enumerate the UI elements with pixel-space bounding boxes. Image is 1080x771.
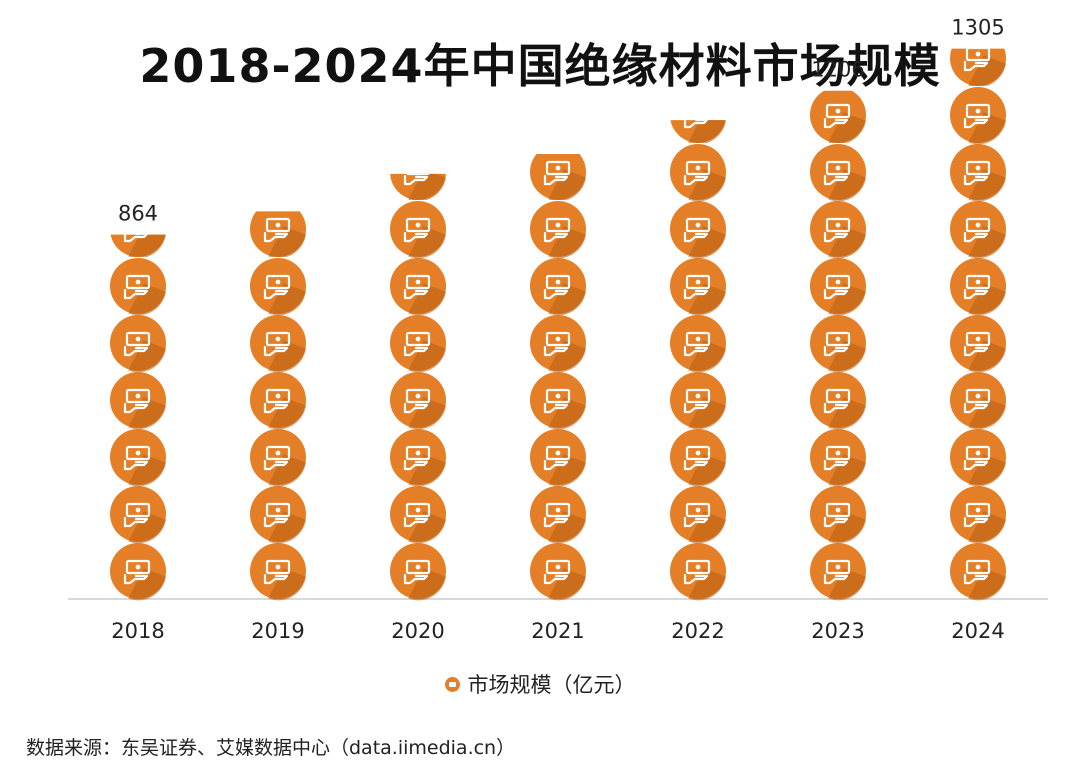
bar-coin-2022-7 xyxy=(670,201,726,259)
bar-coin-2022-4 xyxy=(670,372,726,430)
bar-coin-2023-3 xyxy=(810,429,866,487)
bar-coin-2021-5 xyxy=(530,315,586,373)
bar-column-2024 xyxy=(950,48,1006,601)
bar-coin-2018-1 xyxy=(110,543,166,601)
x-tick-label-2018: 2018 xyxy=(111,619,164,643)
pictograph-chart: 2018 864 2019 2020 2021 2022 2023 1206 2024 1305 xyxy=(68,16,1048,643)
bar-coin-2020-3 xyxy=(390,429,446,487)
bar-coin-2021-3 xyxy=(530,429,586,487)
bar-coin-2022-2 xyxy=(670,486,726,544)
bar-coin-2019-3 xyxy=(250,429,306,487)
bar-coin-2023-4 xyxy=(810,372,866,430)
bar-coin-2024-8 xyxy=(950,144,1006,202)
bar-coin-2019-partial xyxy=(250,211,306,258)
x-tick-label-2020: 2020 xyxy=(391,619,444,643)
data-label-2018: 864 xyxy=(118,202,158,226)
bar-coin-2023-1 xyxy=(810,543,866,601)
bar-coin-2020-1 xyxy=(390,543,446,601)
bar-coin-2024-3 xyxy=(950,429,1006,487)
bar-coin-2023-8 xyxy=(810,144,866,202)
x-tick-label-2023: 2023 xyxy=(811,619,864,643)
chart-title: 2018-2024年中国绝缘材料市场规模 xyxy=(139,39,941,93)
bar-coin-2018-5 xyxy=(110,315,166,373)
bar-coin-2020-2 xyxy=(390,486,446,544)
bar-coin-2024-9 xyxy=(950,87,1006,145)
bar-coin-2018-2 xyxy=(110,486,166,544)
bar-coin-2021-partial xyxy=(530,153,586,200)
bar-coin-2020-6 xyxy=(390,258,446,316)
bar-coin-2023-7 xyxy=(810,201,866,259)
bar-coin-2019-2 xyxy=(250,486,306,544)
x-tick-label-2022: 2022 xyxy=(671,619,724,643)
bar-coin-2021-7 xyxy=(530,201,586,259)
bar-coin-2024-6 xyxy=(950,258,1006,316)
bar-coin-2018-partial xyxy=(110,234,166,258)
data-label-2023: 1206 xyxy=(811,58,864,82)
bar-coin-2019-1 xyxy=(250,543,306,601)
bar-coin-2022-1 xyxy=(670,543,726,601)
bar-coin-2021-1 xyxy=(530,543,586,601)
bar-column-2022 xyxy=(670,120,726,601)
bar-coin-2023-6 xyxy=(810,258,866,316)
bar-column-2019 xyxy=(250,211,306,601)
bar-column-2021 xyxy=(530,153,586,601)
bar-coin-2021-6 xyxy=(530,258,586,316)
bar-coin-2023-2 xyxy=(810,486,866,544)
bar-column-2018 xyxy=(110,234,166,601)
x-tick-label-2021: 2021 xyxy=(531,619,584,643)
x-tick-label-2019: 2019 xyxy=(251,619,304,643)
bar-coin-2021-4 xyxy=(530,372,586,430)
bar-coin-2023-5 xyxy=(810,315,866,373)
bar-coin-2022-6 xyxy=(670,258,726,316)
bar-coin-2020-partial xyxy=(390,173,446,201)
bar-coin-2018-3 xyxy=(110,429,166,487)
bar-coin-2024-5 xyxy=(950,315,1006,373)
legend-coin-icon xyxy=(444,676,460,692)
bar-coin-2024-7 xyxy=(950,201,1006,259)
bar-coin-2020-4 xyxy=(390,372,446,430)
bar-coin-2020-7 xyxy=(390,201,446,259)
bar-column-2020 xyxy=(390,173,446,601)
bar-coin-2024-1 xyxy=(950,543,1006,601)
bar-coin-2022-partial xyxy=(670,120,726,144)
bar-coin-2018-6 xyxy=(110,258,166,316)
bar-coin-2021-2 xyxy=(530,486,586,544)
bar-coin-2024-2 xyxy=(950,486,1006,544)
bar-coin-2024-4 xyxy=(950,372,1006,430)
bar-column-2023 xyxy=(810,90,866,601)
bar-coin-2018-4 xyxy=(110,372,166,430)
legend-label: 市场规模（亿元） xyxy=(467,673,636,697)
x-tick-label-2024: 2024 xyxy=(951,619,1004,643)
bar-coin-2023-partial xyxy=(810,90,866,143)
bar-coin-2019-5 xyxy=(250,315,306,373)
bar-coin-2019-4 xyxy=(250,372,306,430)
data-label-2024: 1305 xyxy=(951,16,1004,40)
bar-coin-2020-5 xyxy=(390,315,446,373)
legend: 市场规模（亿元） xyxy=(0,669,1080,699)
source-note: 数据来源：东吴证券、艾媒数据中心（data.iimedia.cn） xyxy=(26,737,516,759)
bar-coin-2024-partial xyxy=(950,48,1006,86)
bar-coin-2019-6 xyxy=(250,258,306,316)
bar-coin-2022-8 xyxy=(670,144,726,202)
bar-coin-2022-3 xyxy=(670,429,726,487)
bar-coin-2022-5 xyxy=(670,315,726,373)
